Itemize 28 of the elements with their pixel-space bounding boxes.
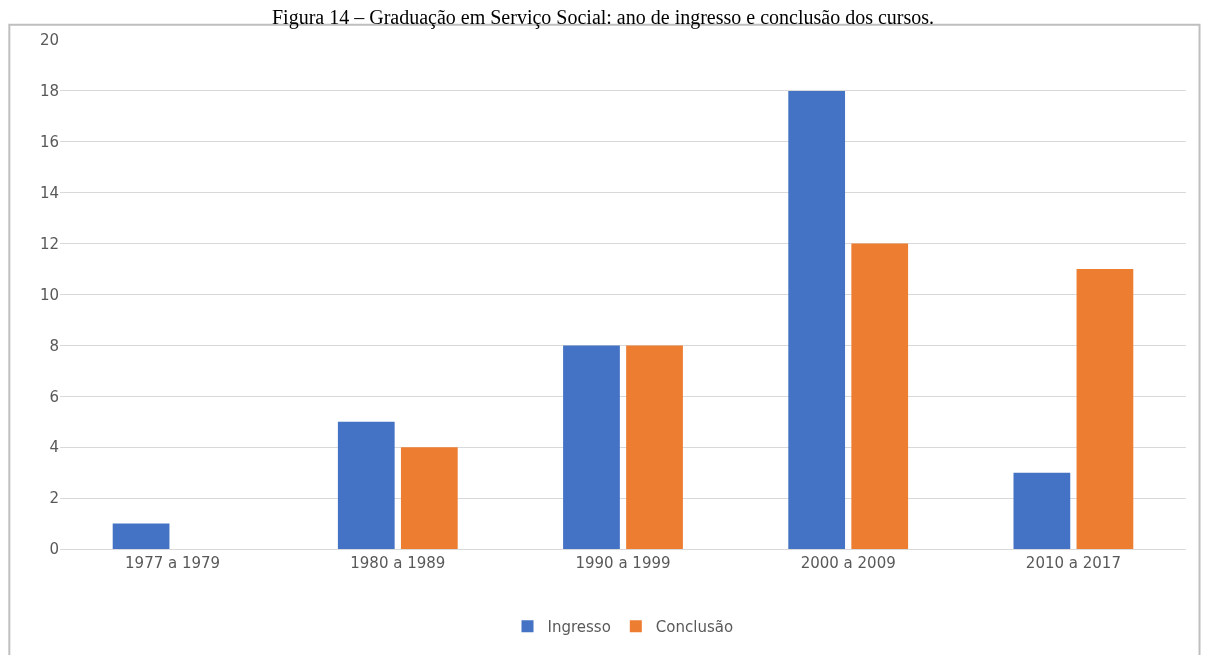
x-tick-label: 2000 a 2009 (800, 554, 896, 572)
y-tick-label: 16 (39, 133, 59, 152)
y-tick-label: 18 (39, 82, 59, 101)
y-tick-label: 2 (49, 489, 59, 508)
x-tick-label: 1977 a 1979 (125, 554, 221, 572)
y-tick-label: 0 (49, 540, 59, 559)
y-tick-label: 12 (39, 234, 59, 253)
y-tick-label: 14 (39, 183, 59, 202)
bar (851, 243, 909, 549)
bar (400, 447, 458, 549)
legend-label: Conclusão (655, 618, 734, 637)
bar (1013, 472, 1071, 549)
bar (563, 345, 620, 549)
x-tick-label: 2010 a 2017 (1025, 554, 1121, 572)
bar (1076, 269, 1134, 549)
y-tick-label: 20 (39, 31, 59, 50)
y-tick-label: 8 (49, 336, 59, 355)
legend-label: Ingresso (547, 618, 611, 637)
y-tick-label: 4 (49, 438, 59, 457)
bar (112, 523, 170, 549)
y-tick-label: 6 (49, 387, 59, 406)
bar (788, 90, 846, 549)
chart-title: Figura 14 – Graduação em Serviço Social: ano de ingresso e conclusão dos cursos. (271, 5, 935, 29)
x-tick-label: 1990 a 1999 (575, 554, 671, 572)
bar (337, 421, 395, 549)
bar (626, 345, 683, 549)
y-tick-label: 10 (39, 285, 59, 304)
x-tick-label: 1980 a 1989 (350, 554, 446, 572)
